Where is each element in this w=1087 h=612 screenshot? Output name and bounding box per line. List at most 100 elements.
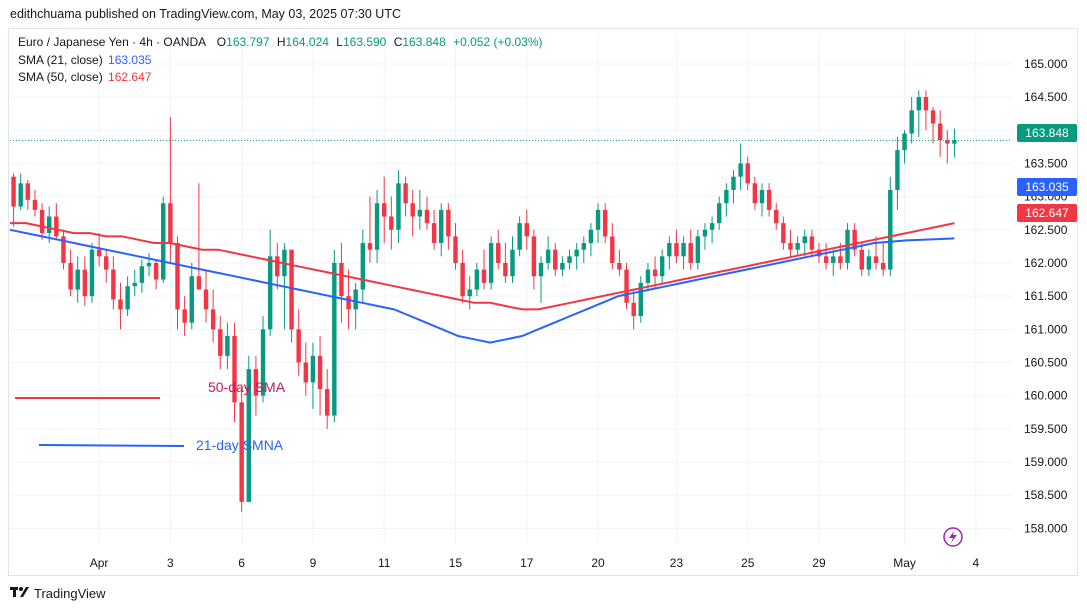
candle-body (802, 236, 807, 244)
candle-body (96, 249, 102, 257)
candle-body (118, 299, 123, 310)
sma50-value: 162.647 (108, 70, 152, 84)
candle-body (923, 97, 929, 111)
x-tick-label: 6 (238, 556, 245, 570)
candle-body (909, 110, 914, 134)
footer-brand[interactable]: TradingView (10, 586, 106, 601)
candle-body (531, 236, 537, 277)
candle-body (175, 243, 180, 310)
sma21-price-tag: 163.035 (1017, 178, 1077, 196)
sma21-legend-row[interactable]: SMA (21, close) 163.035 (18, 52, 543, 70)
candle-body (182, 309, 187, 323)
candle-body (54, 216, 59, 237)
candle-body (517, 223, 522, 250)
candle-body (11, 176, 16, 207)
candle-body (310, 355, 316, 383)
candle-body (809, 236, 815, 250)
y-tick-label: 165.000 (1024, 57, 1068, 71)
candle-body (125, 286, 130, 310)
candle-body (324, 389, 330, 416)
sma21-annotation-line (38, 444, 185, 447)
x-tick-label: 25 (741, 556, 755, 570)
candle-body (631, 302, 636, 317)
sma50-annotation-text: 50-day SMA (208, 379, 286, 395)
candle-body (695, 236, 701, 263)
lightning-icon (949, 531, 957, 543)
change-value: +0.052 (+0.03%) (453, 35, 543, 49)
candle-body (424, 209, 430, 224)
high-label: H (276, 35, 286, 49)
candle-body (880, 262, 886, 270)
candle-body (89, 249, 95, 297)
x-tick-label: 9 (310, 556, 317, 570)
candle-body (602, 209, 608, 237)
candle-body (132, 282, 137, 287)
candle-body (82, 269, 88, 297)
candle-body (153, 262, 159, 280)
open-value: 163.797 (226, 35, 270, 49)
y-tick-label: 160.500 (1024, 356, 1068, 370)
x-tick-label: 15 (449, 556, 463, 570)
candle-body (467, 289, 472, 297)
y-tick-label: 158.500 (1024, 488, 1068, 502)
candle-body (225, 335, 230, 356)
sma21-value: 163.035 (108, 52, 152, 67)
candle-body (724, 189, 729, 204)
candle-body (218, 329, 223, 356)
candle-body (916, 97, 922, 111)
candle-body (317, 355, 323, 390)
x-tick-label: 20 (591, 556, 605, 570)
high-value: 164.024 (285, 35, 329, 49)
x-tick-label: May (893, 556, 916, 570)
candle-body (196, 276, 202, 290)
candle-body (481, 269, 487, 283)
candle-body (595, 209, 601, 230)
candle-body (709, 223, 715, 230)
candle-body (61, 236, 66, 263)
candle-body (339, 262, 344, 297)
candle-body (25, 183, 31, 200)
candle-body (553, 249, 558, 270)
x-tick-label: 29 (812, 556, 826, 570)
sma50-legend-row[interactable]: SMA (50, close) 162.647 (18, 69, 543, 87)
low-value: 163.590 (342, 35, 387, 49)
candle-body (146, 262, 152, 267)
candle-body (945, 140, 950, 144)
candle-body (745, 163, 750, 184)
candle-body (253, 369, 259, 396)
candle-body (624, 269, 629, 303)
candle-body (738, 163, 743, 177)
low-label: L (336, 35, 343, 49)
candle-body (239, 402, 244, 502)
candle-body (75, 269, 80, 290)
candle-body (374, 203, 380, 250)
candle-body (617, 262, 622, 270)
last-price-tag: 163.848 (1017, 124, 1077, 142)
candle-body (752, 183, 758, 204)
candle-body (838, 256, 843, 263)
candle-body (68, 262, 73, 290)
candle-body (289, 249, 294, 330)
candle-body (873, 256, 879, 263)
candle-body (396, 183, 401, 230)
candle-body (111, 269, 116, 300)
y-tick-label: 163.500 (1024, 156, 1068, 170)
candle-body (460, 262, 465, 297)
candle-body (161, 203, 166, 280)
sma21-label: SMA (21, close) (18, 52, 103, 67)
candle-body (189, 276, 194, 323)
chart-legend: Euro / Japanese Yen · 4h · OANDA O163.79… (18, 34, 543, 87)
candle-body (781, 223, 786, 244)
candle-body (667, 243, 672, 257)
y-tick-label: 160.000 (1024, 389, 1068, 403)
candle-body (681, 243, 686, 257)
candle-body (453, 236, 458, 263)
y-tick-label: 159.000 (1024, 455, 1068, 469)
candle-body (930, 110, 936, 124)
candle-body (296, 329, 301, 363)
candle-body (332, 262, 337, 416)
close-value: 163.848 (402, 35, 446, 49)
candle-body (139, 266, 145, 283)
x-tick-label: Apr (90, 556, 109, 570)
